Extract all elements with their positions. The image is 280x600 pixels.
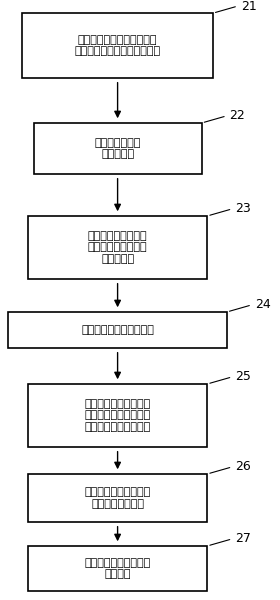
Text: 获取各次放电脉冲的离
散序列值: 获取各次放电脉冲的离 散序列值 <box>85 558 151 580</box>
Text: 23: 23 <box>235 202 251 215</box>
Text: 设定距离阈值，累计计
算放电次数，并记录各
次放电最大幅值和位置: 设定距离阈值，累计计 算放电次数，并记录各 次放电最大幅值和位置 <box>85 399 151 432</box>
Text: 利用幅值阈值，
过滤极值点: 利用幅值阈值， 过滤极值点 <box>94 138 141 160</box>
Text: 21: 21 <box>241 0 256 13</box>
FancyBboxPatch shape <box>28 216 207 279</box>
Text: 26: 26 <box>235 460 251 473</box>
FancyBboxPatch shape <box>22 13 213 78</box>
Text: 24: 24 <box>255 298 270 311</box>
FancyBboxPatch shape <box>28 384 207 447</box>
Text: 27: 27 <box>235 532 251 545</box>
Text: 22: 22 <box>230 109 245 122</box>
Text: 25: 25 <box>235 370 251 383</box>
FancyBboxPatch shape <box>8 312 227 348</box>
Text: 搜索局部极大值点和极小值
点，确定其在原序列中的位置: 搜索局部极大值点和极小值 点，确定其在原序列中的位置 <box>74 35 161 56</box>
FancyBboxPatch shape <box>28 474 207 522</box>
Text: 计算相邻极值点的位置差: 计算相邻极值点的位置差 <box>81 325 154 335</box>
Text: 计算各次放电脉冲的起
始位置和结束位置: 计算各次放电脉冲的起 始位置和结束位置 <box>85 487 151 509</box>
Text: 合并极大值点和极小
值点的位置数组，并
按升序排序: 合并极大值点和极小 值点的位置数组，并 按升序排序 <box>88 231 147 264</box>
FancyBboxPatch shape <box>28 546 207 591</box>
FancyBboxPatch shape <box>34 123 202 174</box>
